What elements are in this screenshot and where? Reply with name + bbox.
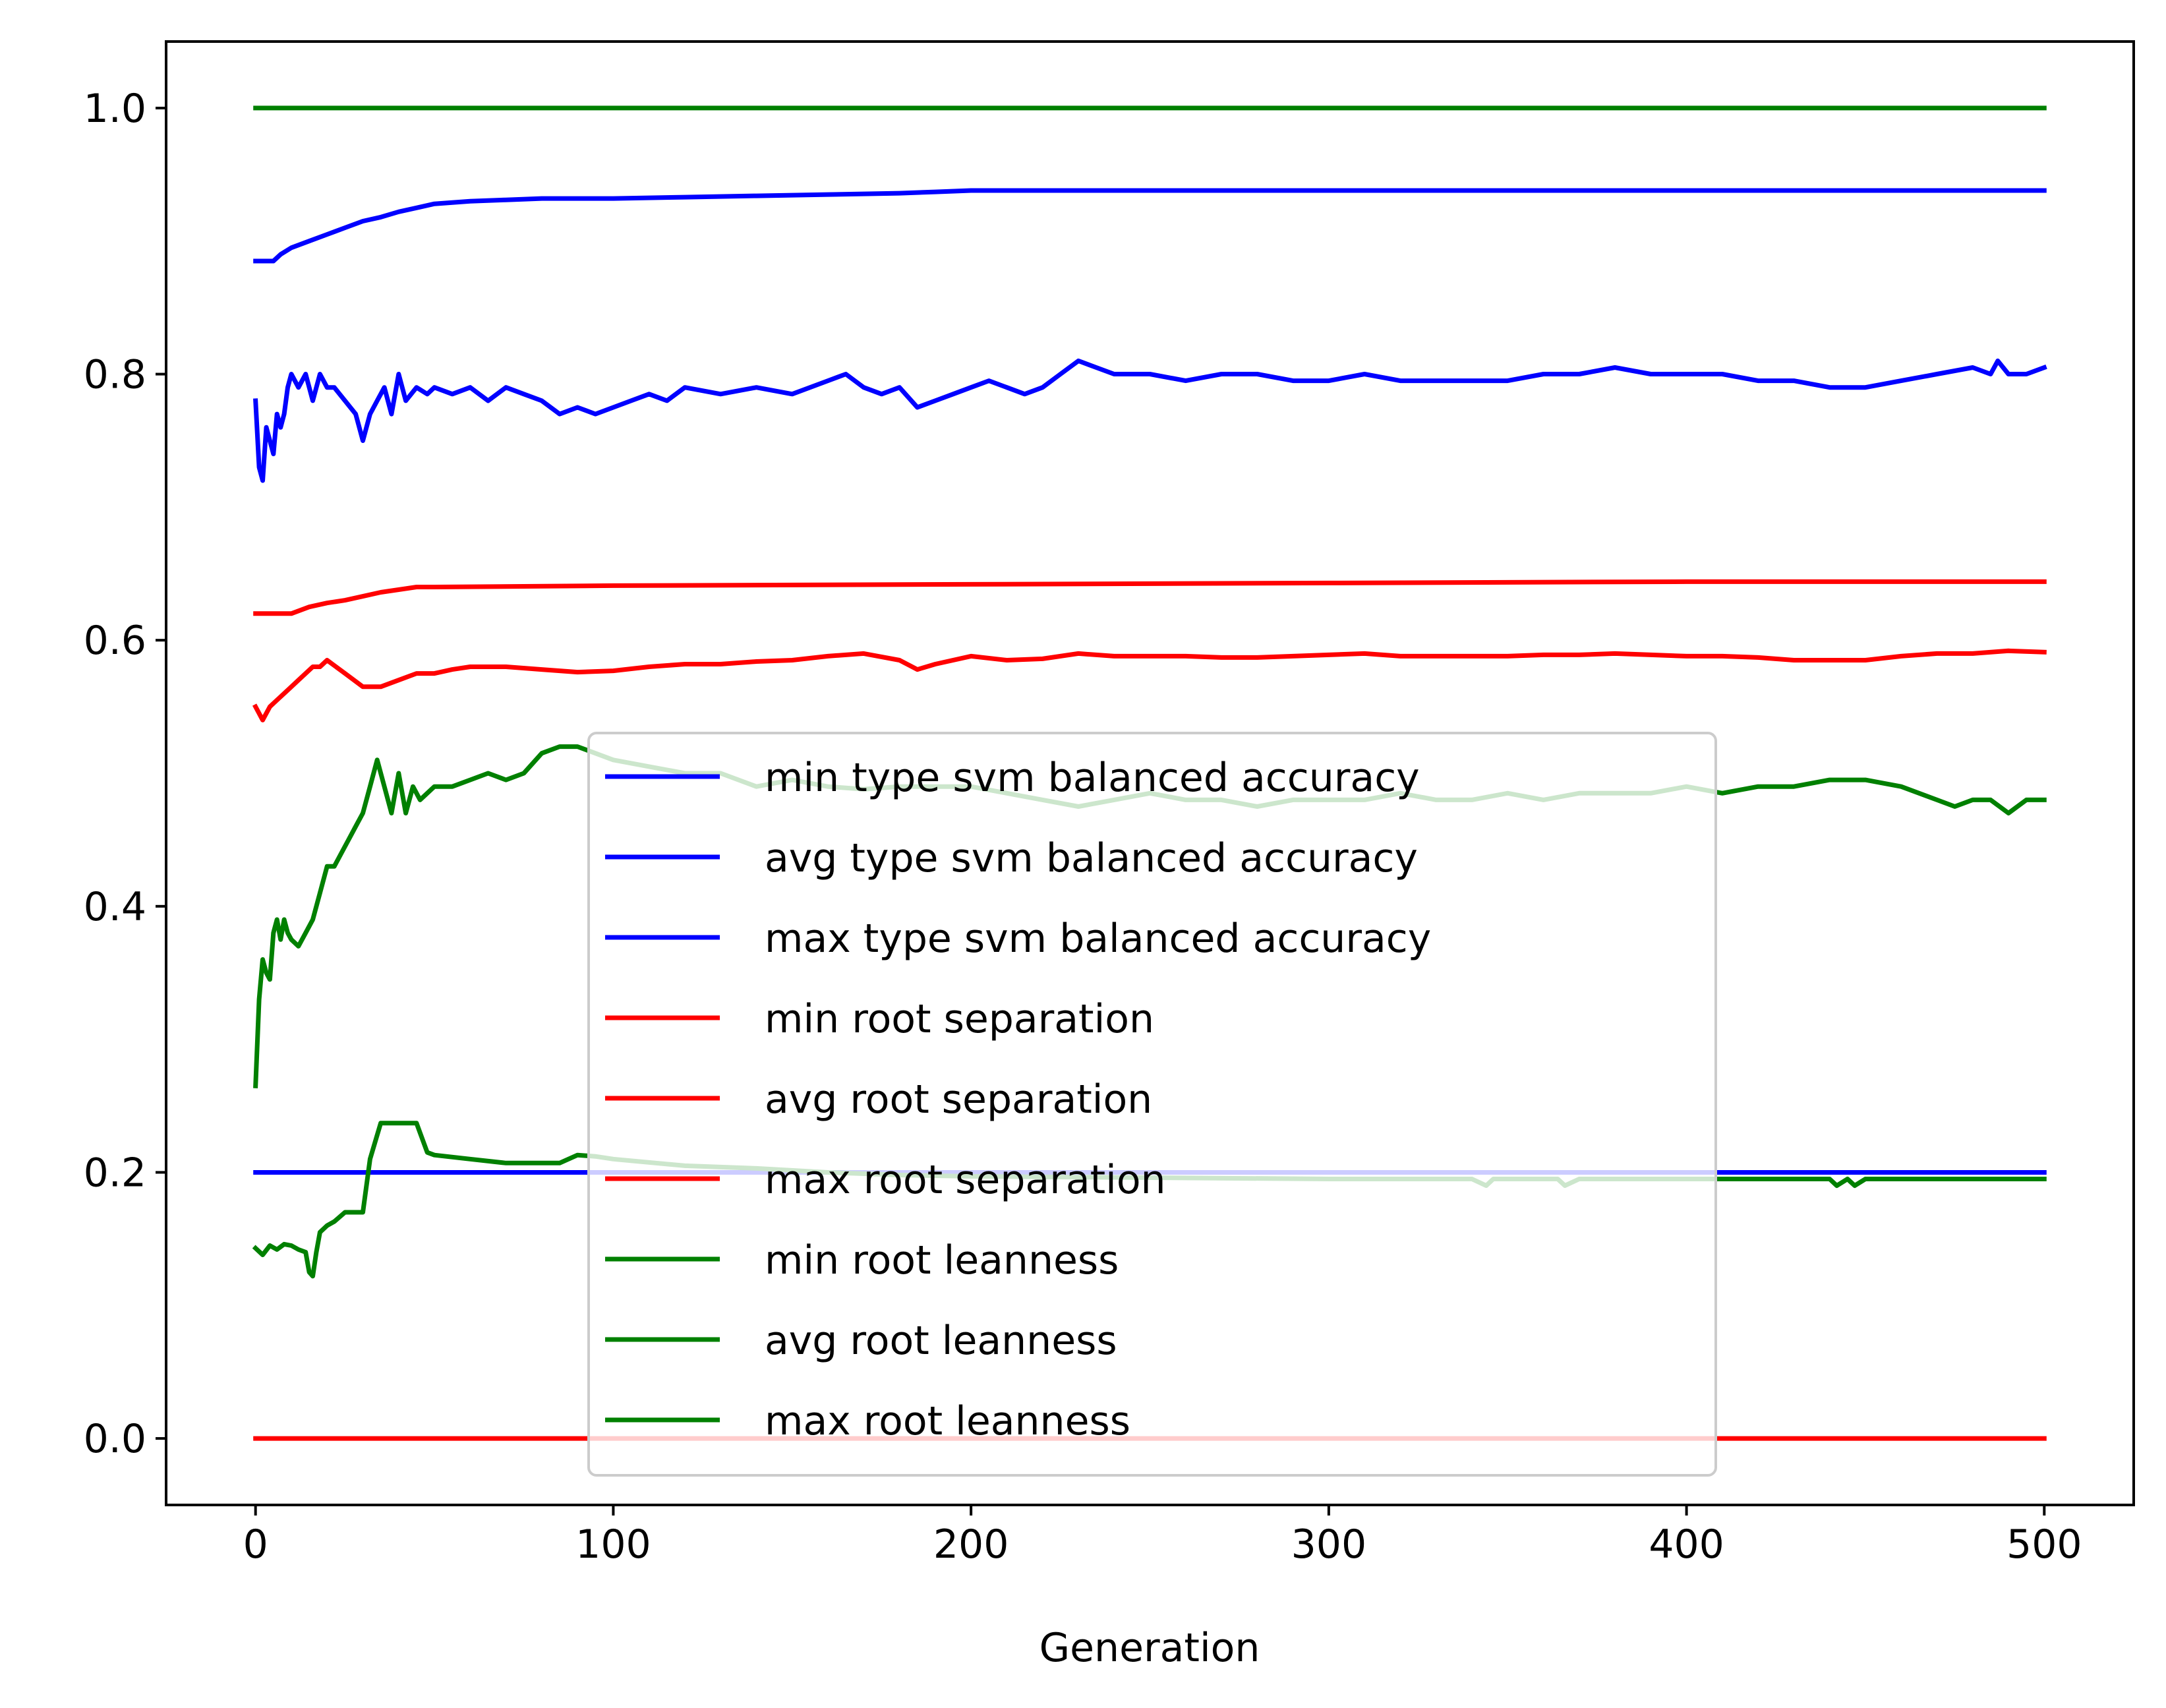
- x-tick-label: 100: [575, 1521, 651, 1568]
- legend: min type svm balanced accuracy avg type s…: [587, 732, 1717, 1477]
- legend-label-2: max type svm balanced accuracy: [765, 916, 1431, 962]
- y-tick-label: 1.0: [84, 86, 146, 132]
- legend-label-4: avg root separation: [765, 1076, 1152, 1123]
- series-line-1: [253, 358, 2047, 483]
- legend-label-3: min root separation: [765, 996, 1154, 1042]
- series-line-2: [253, 188, 2047, 264]
- x-tick-label: 300: [1291, 1521, 1367, 1568]
- y-tick-label: 0.0: [84, 1416, 146, 1462]
- series-line-5: [253, 579, 2047, 616]
- legend-label-7: avg root leanness: [765, 1318, 1117, 1364]
- legend-label-0: min type svm balanced accuracy: [765, 755, 1420, 801]
- legend-label-8: max root leanness: [765, 1398, 1130, 1444]
- legend-label-5: max root separation: [765, 1157, 1166, 1203]
- legend-label-1: avg type svm balanced accuracy: [765, 835, 1418, 881]
- x-tick-label: 200: [933, 1521, 1009, 1568]
- x-axis-ticks: 0 100 200 300 400 500: [243, 1505, 2082, 1568]
- plot-frame: [165, 40, 2135, 1506]
- x-tick-label: 400: [1649, 1521, 1724, 1568]
- legend-label-6: min root leanness: [765, 1237, 1119, 1283]
- y-tick-label: 0.4: [84, 884, 146, 930]
- y-tick-label: 0.8: [84, 352, 146, 398]
- y-tick-label: 0.2: [84, 1150, 146, 1196]
- y-tick-label: 0.6: [84, 618, 146, 664]
- series-line-4: [252, 648, 2047, 722]
- x-tick-label: 0: [243, 1521, 268, 1568]
- y-axis-ticks: 0.0 0.2 0.4 0.6 0.8 1.0: [84, 86, 166, 1462]
- x-tick-label: 500: [2006, 1521, 2082, 1568]
- legend-frame: [587, 732, 1717, 1477]
- x-axis-label: Generation: [1039, 1625, 1260, 1671]
